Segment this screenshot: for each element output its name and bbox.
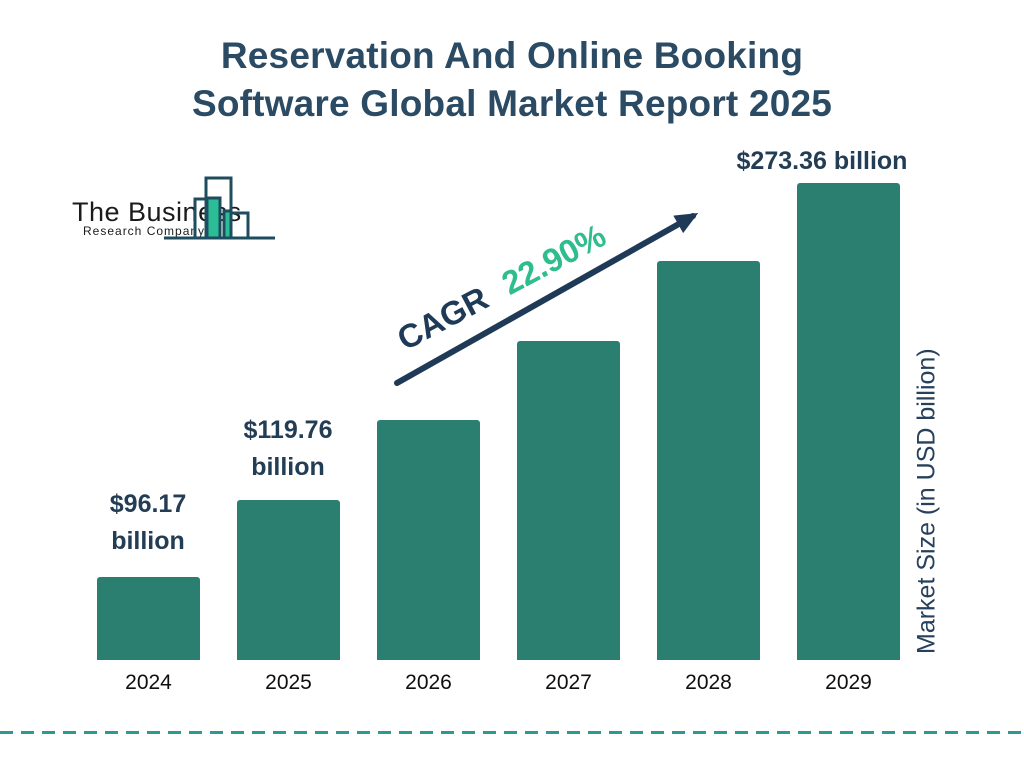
bar-column-2026: 2026 xyxy=(377,183,480,696)
value-label-2029: $273.36 billion xyxy=(702,146,942,176)
bar-column-2027: 2027 xyxy=(517,183,620,696)
logo-text-secondary: Research Company xyxy=(83,224,205,238)
bar-2026 xyxy=(377,420,480,660)
x-tick-label-2024: 2024 xyxy=(125,671,172,694)
growth-arrow xyxy=(394,213,699,386)
logo-bar-chart-icon xyxy=(164,176,275,240)
value-label-2024-amount: $96.17 xyxy=(109,490,187,518)
bar-2028 xyxy=(657,261,760,660)
value-label-2025: $119.76 billion xyxy=(218,412,358,486)
page-title: Reservation And Online Booking Software … xyxy=(0,32,1024,128)
bar-2024 xyxy=(97,577,200,660)
bar-2027 xyxy=(517,341,620,660)
value-label-2024: $96.17 billion xyxy=(78,486,218,560)
value-label-2025-unit: billion xyxy=(251,453,325,481)
bar-2029 xyxy=(797,183,900,660)
x-tick-label-2026: 2026 xyxy=(405,671,452,694)
bar-column-2024: 2024 xyxy=(97,183,200,696)
x-tick-label-2025: 2025 xyxy=(265,671,312,694)
value-label-2029-unit: billion xyxy=(833,147,908,175)
x-tick-label-2028: 2028 xyxy=(685,671,732,694)
page-title-line-1: Reservation And Online Booking xyxy=(220,35,804,76)
value-label-2029-amount: $273.36 xyxy=(736,147,827,175)
value-label-2025-amount: $119.76 xyxy=(243,416,333,444)
x-tick-label-2027: 2027 xyxy=(545,671,592,694)
value-label-2024-unit: billion xyxy=(111,527,185,555)
bar-2025 xyxy=(237,500,340,660)
x-tick-label-2029: 2029 xyxy=(825,671,872,694)
bar-column-2025: 2025 xyxy=(237,183,340,696)
company-logo: The Business Research Company xyxy=(72,176,275,240)
bar-chart: 2024 2025 2026 2027 2028 2029 xyxy=(97,183,900,696)
page-title-line-2: Software Global Market Report 2025 xyxy=(191,83,833,124)
bar-column-2028: 2028 xyxy=(657,183,760,696)
y-axis-label: Market Size (in USD billion) xyxy=(912,348,941,654)
bottom-dashed-divider xyxy=(0,731,1024,734)
bar-column-2029: 2029 xyxy=(797,183,900,696)
